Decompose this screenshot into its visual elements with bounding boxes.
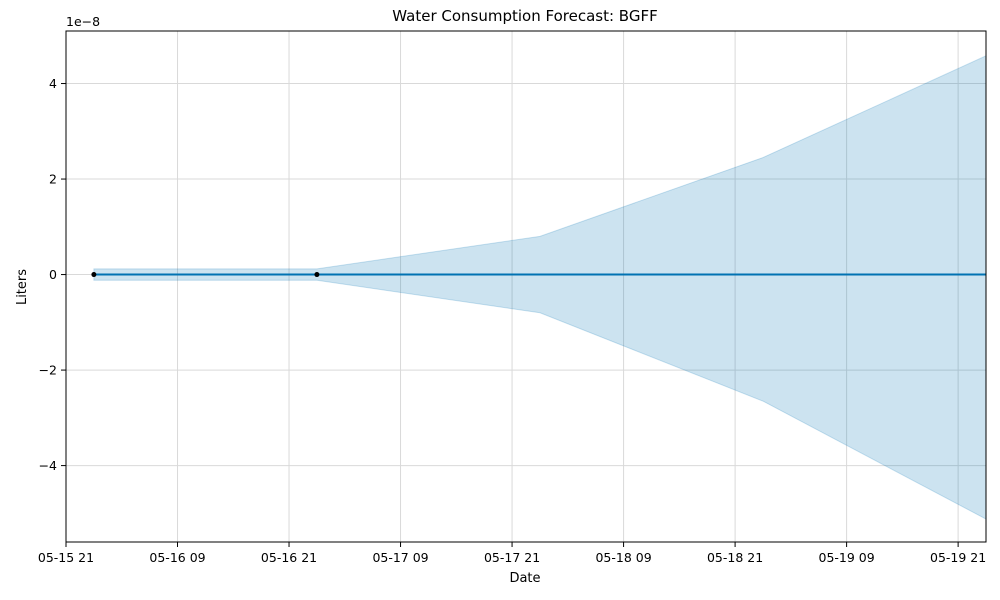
- x-tick-label: 05-15 21: [38, 550, 94, 565]
- x-axis-label: Date: [509, 571, 540, 586]
- x-tick-label: 05-16 21: [261, 550, 317, 565]
- uncertainty-band-area: [93, 55, 987, 520]
- x-tick-label: 05-17 21: [484, 550, 540, 565]
- observed-points: [91, 272, 320, 278]
- x-axis-ticks: 05-15 21 05-16 09 05-16 21 05-17 09 05-17 21…: [38, 542, 986, 565]
- y-offset-label: 1e−8: [66, 14, 100, 29]
- y-axis-ticks: 4 2 0 −2 −4: [39, 76, 66, 473]
- chart-title: Water Consumption Forecast: BGFF: [392, 7, 657, 25]
- y-tick-label: −2: [39, 363, 57, 378]
- plot-frame: [65, 30, 987, 543]
- y-tick-label: 2: [49, 172, 57, 187]
- y-tick-label: 0: [49, 267, 57, 282]
- y-tick-label: 4: [49, 76, 57, 91]
- x-tick-label: 05-19 21: [930, 550, 986, 565]
- x-tick-label: 05-19 09: [819, 550, 875, 565]
- observed-point: [314, 272, 320, 278]
- x-tick-label: 05-18 09: [595, 550, 651, 565]
- y-axis-label: Liters: [15, 269, 30, 305]
- observed-point: [91, 272, 97, 278]
- x-tick-label: 05-17 09: [372, 550, 428, 565]
- y-tick-label: −4: [39, 458, 57, 473]
- x-tick-label: 05-18 21: [707, 550, 763, 565]
- uncertainty-band: [93, 55, 987, 520]
- x-tick-label: 05-16 09: [149, 550, 205, 565]
